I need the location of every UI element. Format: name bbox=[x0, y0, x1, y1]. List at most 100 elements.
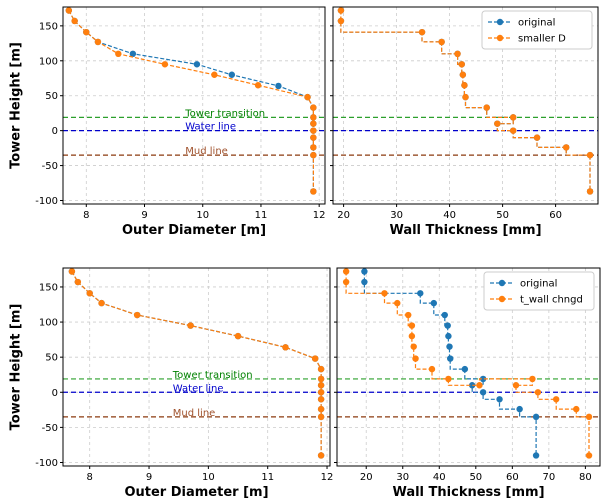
data-point bbox=[510, 127, 517, 134]
data-point bbox=[65, 7, 73, 14]
data-point bbox=[310, 114, 317, 121]
data-point bbox=[98, 299, 105, 307]
data-point bbox=[304, 93, 311, 101]
data-point bbox=[317, 405, 325, 413]
data-point bbox=[444, 322, 451, 329]
data-point bbox=[445, 332, 452, 340]
data-point bbox=[461, 365, 469, 373]
x-tick-label: 60 bbox=[549, 210, 562, 221]
data-point bbox=[445, 375, 452, 383]
y-axis-label: Tower Height [m] bbox=[9, 304, 24, 431]
data-point bbox=[187, 322, 194, 329]
data-point bbox=[510, 114, 517, 121]
plot-frame bbox=[62, 267, 331, 467]
legend-swatch-marker bbox=[496, 18, 504, 26]
data-point bbox=[317, 365, 325, 373]
y-tick-label: 100 bbox=[39, 318, 58, 329]
x-tick-label: 12 bbox=[321, 472, 334, 483]
x-tick-label: 8 bbox=[83, 210, 89, 221]
data-point bbox=[476, 382, 483, 389]
data-point bbox=[468, 382, 476, 389]
x-tick-label: 11 bbox=[255, 210, 268, 221]
y-tick-label: 150 bbox=[39, 21, 58, 32]
data-point bbox=[311, 355, 319, 362]
x-tick-label: 9 bbox=[141, 210, 147, 221]
data-point bbox=[410, 343, 417, 350]
data-point bbox=[275, 82, 282, 90]
data-point bbox=[563, 144, 570, 151]
annotation-label: Tower transition bbox=[184, 108, 265, 119]
data-point bbox=[310, 134, 317, 141]
data-point bbox=[71, 17, 78, 25]
data-point bbox=[86, 290, 93, 297]
data-point bbox=[133, 311, 141, 319]
x-tick-label: 10 bbox=[202, 472, 215, 483]
series-line-0 bbox=[71, 271, 322, 456]
series-line-1 bbox=[71, 271, 322, 456]
data-point bbox=[533, 134, 541, 141]
data-point bbox=[534, 389, 542, 396]
x-tick-label: 10 bbox=[196, 210, 209, 221]
y-tick-label: 50 bbox=[45, 91, 58, 102]
data-point bbox=[417, 290, 424, 297]
x-tick-label: 11 bbox=[261, 472, 274, 483]
x-tick-label: 40 bbox=[433, 472, 446, 483]
legend-box bbox=[483, 271, 595, 311]
data-point bbox=[586, 151, 594, 159]
x-tick-label: 30 bbox=[396, 472, 409, 483]
plot-frame bbox=[62, 6, 326, 205]
data-point bbox=[381, 290, 388, 297]
data-point bbox=[458, 61, 465, 68]
data-point bbox=[418, 28, 426, 36]
x-axis-label: Wall Thickness [mm] bbox=[389, 223, 541, 238]
data-point bbox=[129, 50, 137, 58]
data-point bbox=[405, 311, 412, 319]
x-tick-label: 50 bbox=[469, 472, 482, 483]
legend-swatch-marker bbox=[498, 295, 506, 303]
data-point bbox=[310, 127, 317, 134]
data-point bbox=[516, 405, 523, 413]
data-point bbox=[317, 452, 325, 459]
data-point bbox=[532, 413, 540, 421]
data-point bbox=[438, 38, 445, 46]
panel-1-1: 20 30 40 50 60 70 80 Wall Thickness [mm] origina… bbox=[334, 267, 601, 500]
data-point bbox=[430, 299, 437, 307]
data-point bbox=[512, 382, 520, 389]
data-point bbox=[310, 151, 317, 159]
x-tick-label: 80 bbox=[579, 472, 592, 483]
y-tick-label: -100 bbox=[35, 196, 58, 207]
data-point bbox=[310, 104, 317, 111]
y-tick-label: 0 bbox=[52, 388, 58, 399]
y-tick-label: -50 bbox=[42, 423, 58, 434]
annotation-label: Mud line bbox=[185, 146, 228, 157]
data-point bbox=[573, 405, 580, 413]
panel-0-0: Tower transition Water line Mud line 8 9 10 11… bbox=[35, 6, 326, 238]
y-tick-label: 50 bbox=[45, 353, 58, 364]
annotation-label: Water line bbox=[185, 122, 236, 133]
y-tick-label: -100 bbox=[35, 458, 58, 469]
series-line-0 bbox=[68, 10, 314, 192]
series-line-1 bbox=[345, 271, 590, 456]
data-point bbox=[494, 120, 501, 127]
data-point bbox=[461, 82, 468, 89]
legend: original t_wall chngd bbox=[483, 271, 595, 311]
x-tick-label: 40 bbox=[443, 210, 456, 221]
data-point bbox=[394, 299, 401, 307]
data-point bbox=[479, 389, 487, 396]
x-tick-label: 60 bbox=[506, 472, 519, 483]
data-point bbox=[447, 355, 454, 362]
data-point bbox=[161, 61, 169, 68]
data-point bbox=[337, 7, 345, 14]
data-point bbox=[428, 365, 436, 373]
data-point bbox=[496, 396, 503, 403]
annotation-label: Mud line bbox=[173, 408, 216, 419]
x-tick-label: 20 bbox=[337, 210, 350, 221]
data-point bbox=[83, 28, 90, 36]
x-tick-label: 20 bbox=[360, 472, 373, 483]
data-point bbox=[310, 144, 317, 151]
legend-label: original bbox=[518, 18, 555, 29]
data-point bbox=[193, 61, 201, 68]
data-point bbox=[317, 375, 325, 383]
data-point bbox=[317, 413, 325, 421]
data-point bbox=[408, 332, 416, 340]
